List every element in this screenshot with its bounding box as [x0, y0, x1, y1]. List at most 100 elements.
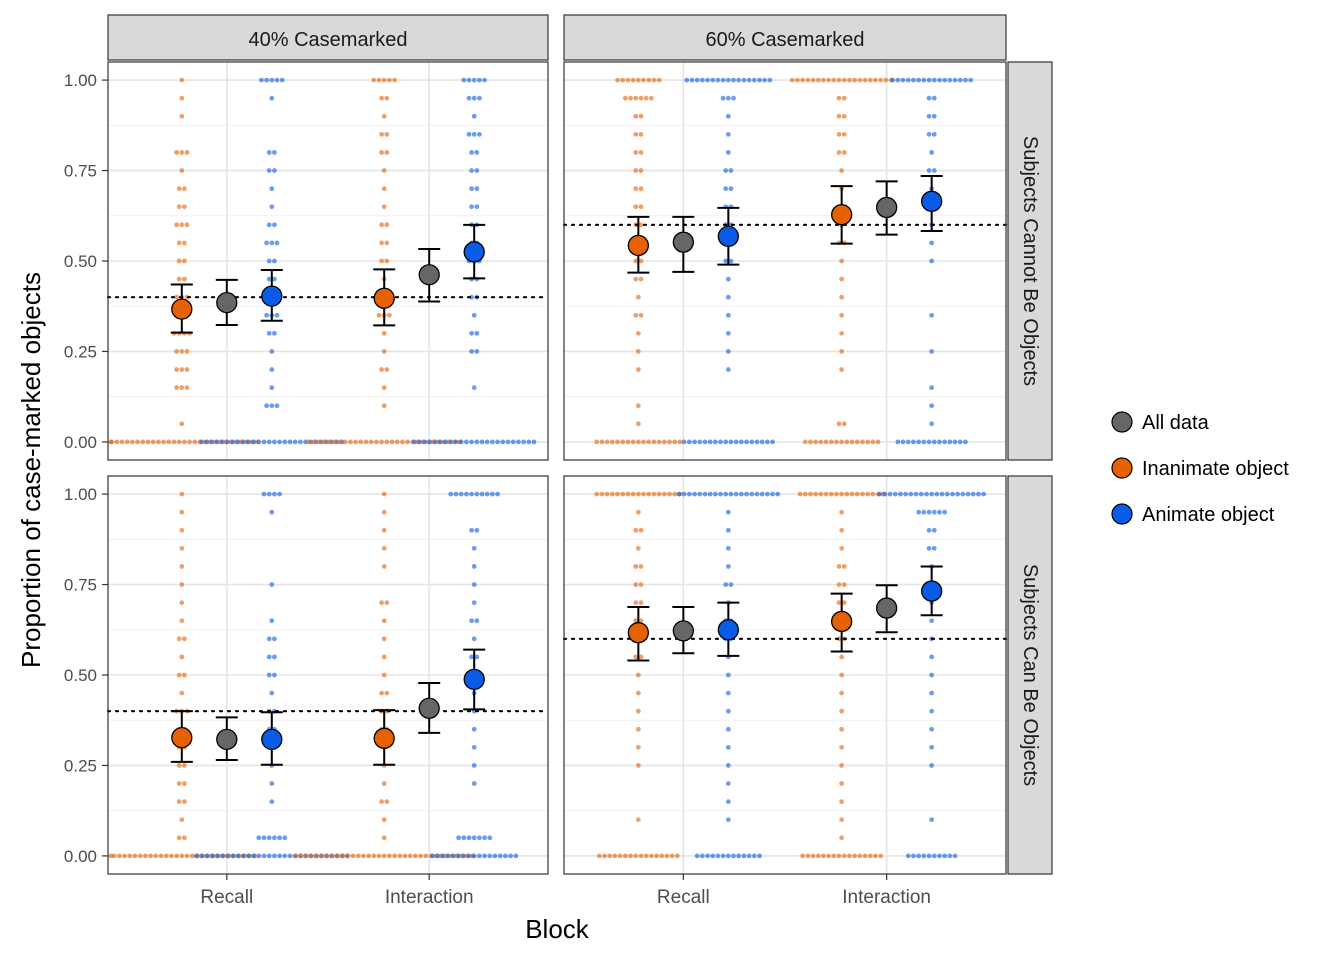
data-point-animate-object	[751, 77, 757, 83]
data-point-animate-object	[895, 439, 901, 445]
data-point-inanimate-object	[381, 835, 387, 841]
data-point-animate-object	[929, 708, 935, 714]
data-point-inanimate-object	[797, 491, 803, 497]
panel-40-casemarked-subjects-cannot-be-objects	[106, 61, 550, 461]
data-point-inanimate-object	[384, 131, 390, 137]
data-point-inanimate-object	[176, 636, 182, 642]
y-tick-label: 0.25	[64, 342, 97, 361]
data-point-animate-object	[707, 439, 713, 445]
data-point-animate-object	[438, 439, 443, 445]
data-point-animate-object	[451, 853, 456, 859]
panel-border	[563, 61, 1007, 461]
data-point-animate-object	[474, 618, 480, 624]
data-point-animate-object	[898, 491, 903, 497]
data-point-inanimate-object	[368, 439, 374, 445]
data-point-animate-object	[261, 853, 267, 859]
data-point-inanimate-object	[179, 77, 185, 83]
data-point-animate-object	[479, 491, 485, 497]
data-point-inanimate-object	[358, 439, 364, 445]
data-point-inanimate-object	[646, 491, 652, 497]
data-point-inanimate-object	[839, 527, 845, 533]
data-point-animate-object	[931, 168, 937, 173]
data-point-animate-object	[204, 853, 210, 859]
data-point-animate-object	[931, 77, 937, 83]
data-point-inanimate-object	[371, 77, 377, 83]
data-point-animate-object	[934, 491, 940, 497]
data-point-animate-object	[214, 439, 220, 445]
data-point-animate-object	[741, 853, 747, 859]
data-point-animate-object	[723, 258, 729, 264]
data-point-animate-object	[965, 491, 971, 497]
data-point-animate-object	[474, 186, 480, 192]
data-point-inanimate-object	[635, 330, 641, 336]
data-point-inanimate-object	[376, 77, 382, 83]
data-point-inanimate-object	[841, 77, 847, 83]
data-point-inanimate-object	[381, 168, 387, 173]
data-point-inanimate-object	[857, 853, 863, 859]
data-point-animate-object	[474, 527, 480, 533]
data-point-animate-object	[240, 439, 246, 445]
data-point-animate-object	[427, 439, 433, 445]
mean-point-all-data	[876, 597, 898, 619]
data-point-inanimate-object	[381, 527, 387, 533]
data-point-inanimate-object	[293, 853, 299, 859]
data-point-animate-object	[950, 491, 955, 497]
data-point-animate-object	[929, 817, 935, 823]
data-point-inanimate-object	[137, 853, 143, 859]
data-point-animate-object	[715, 853, 721, 859]
data-point-animate-object	[929, 763, 935, 768]
data-point-inanimate-object	[841, 853, 847, 859]
data-point-inanimate-object	[841, 113, 847, 119]
data-point-inanimate-object	[345, 853, 351, 859]
x-tick-label: Interaction	[842, 887, 931, 908]
data-point-inanimate-object	[656, 491, 662, 497]
data-point-animate-object	[924, 491, 929, 497]
data-point-inanimate-object	[174, 150, 180, 155]
data-point-animate-object	[725, 853, 731, 859]
data-point-animate-object	[266, 439, 272, 445]
data-point-inanimate-object	[648, 95, 654, 101]
data-point-animate-object	[474, 150, 480, 155]
data-point-inanimate-object	[849, 491, 855, 497]
data-point-animate-object	[754, 439, 760, 445]
data-point-animate-object	[466, 853, 472, 859]
data-point-inanimate-object	[423, 853, 429, 859]
data-point-animate-object	[477, 77, 482, 83]
data-point-inanimate-object	[635, 439, 641, 445]
data-point-inanimate-object	[836, 131, 842, 137]
data-point-inanimate-object	[381, 781, 387, 786]
data-point-animate-object	[929, 491, 935, 497]
data-point-animate-object	[251, 439, 256, 445]
data-point-inanimate-object	[839, 367, 845, 372]
y-tick-label: 0.75	[64, 162, 97, 181]
data-point-animate-object	[484, 439, 490, 445]
data-point-inanimate-object	[392, 853, 397, 859]
data-point-animate-object	[929, 618, 935, 624]
data-point-inanimate-object	[184, 367, 190, 372]
data-point-inanimate-object	[176, 763, 182, 768]
data-point-inanimate-object	[174, 853, 180, 859]
data-point-animate-object	[887, 491, 893, 497]
data-point-animate-object	[269, 240, 275, 246]
data-point-animate-object	[764, 439, 770, 445]
data-point-inanimate-object	[669, 853, 675, 859]
data-point-inanimate-object	[839, 545, 845, 551]
data-point-animate-object	[272, 276, 277, 282]
data-point-inanimate-object	[371, 853, 377, 859]
summary-recall-animate-object	[260, 711, 283, 766]
data-point-animate-object	[256, 835, 262, 841]
data-point-inanimate-object	[622, 853, 628, 859]
data-point-inanimate-object	[384, 799, 390, 805]
data-point-animate-object	[240, 853, 246, 859]
facet-label-40-casemarked: 40% Casemarked	[249, 29, 408, 51]
data-point-inanimate-object	[674, 853, 680, 859]
data-point-inanimate-object	[329, 853, 335, 859]
data-point-inanimate-object	[821, 77, 826, 83]
data-point-inanimate-object	[841, 150, 847, 155]
data-point-inanimate-object	[384, 690, 390, 696]
data-point-inanimate-object	[638, 150, 644, 155]
data-point-inanimate-object	[836, 582, 842, 587]
data-point-inanimate-object	[638, 600, 644, 606]
data-point-animate-object	[905, 853, 911, 859]
summary-interaction-inanimate-object	[830, 592, 853, 653]
